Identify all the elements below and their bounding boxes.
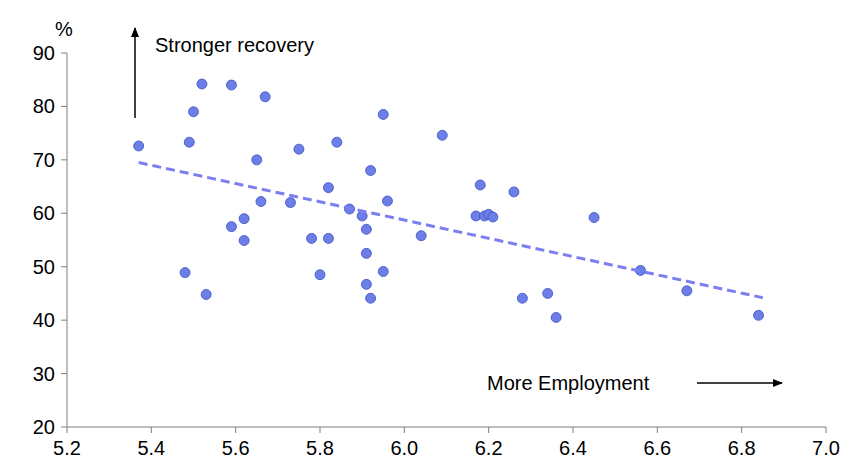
- y-tick: [61, 427, 67, 428]
- y-tick: [61, 213, 67, 214]
- point: [323, 183, 333, 193]
- y-tick: [61, 373, 67, 374]
- x-tick: [235, 427, 236, 433]
- x-tick: [404, 427, 405, 433]
- point: [361, 279, 371, 289]
- x-tick-label: 5.6: [222, 437, 250, 459]
- point: [307, 233, 317, 243]
- point: [366, 166, 376, 176]
- point: [285, 198, 295, 208]
- y-tick: [61, 159, 67, 160]
- y-axis: [67, 53, 68, 427]
- x-tick-label: 5.4: [137, 437, 165, 459]
- point: [488, 212, 498, 222]
- point: [239, 236, 249, 246]
- point: [252, 155, 262, 165]
- plot-marks: [134, 79, 764, 322]
- point: [361, 248, 371, 258]
- y-tick: [61, 106, 67, 107]
- x-tick: [320, 427, 321, 433]
- x-tick: [151, 427, 152, 433]
- point: [260, 92, 270, 102]
- point: [437, 130, 447, 140]
- point: [256, 197, 266, 207]
- x-tick-label: 7.0: [812, 437, 840, 459]
- x-tick: [741, 427, 742, 433]
- point: [754, 310, 764, 320]
- point: [378, 109, 388, 119]
- x-tick: [573, 427, 574, 433]
- annotation-arrow: [697, 382, 782, 384]
- chart: 5.2 5.4 5.6 5.8 6.0 6.2 6.4 6.6 6.8 7.0 20 30 40 50 60…: [0, 0, 861, 476]
- point: [134, 141, 144, 151]
- y-tick: [61, 266, 67, 267]
- point: [361, 224, 371, 234]
- point: [323, 233, 333, 243]
- point: [197, 79, 207, 89]
- point: [226, 80, 236, 90]
- point: [509, 187, 519, 197]
- point: [382, 196, 392, 206]
- x-tick-label: 6.6: [643, 437, 671, 459]
- x-tick-label: 6.0: [390, 437, 418, 459]
- point: [682, 286, 692, 296]
- point: [294, 144, 304, 154]
- y-tick: [61, 320, 67, 321]
- point: [180, 268, 190, 278]
- y-tick: [61, 53, 67, 54]
- x-tick-label: 5.8: [306, 437, 334, 459]
- point: [332, 137, 342, 147]
- point: [189, 107, 199, 117]
- y-tick-label: 70: [33, 149, 55, 171]
- y-tick-label: 30: [33, 363, 55, 385]
- point: [201, 289, 211, 299]
- y-tick-label: 60: [33, 202, 55, 224]
- trend-line: [139, 163, 763, 298]
- point: [239, 214, 249, 224]
- y-tick-label: 90: [33, 42, 55, 64]
- y-tick-label: 40: [33, 309, 55, 331]
- point: [378, 267, 388, 277]
- annotation: More Employment: [487, 372, 650, 394]
- point: [366, 293, 376, 303]
- point: [551, 312, 561, 322]
- point: [315, 270, 325, 280]
- x-tick-label: 6.2: [475, 437, 503, 459]
- y-tick-label: 80: [33, 95, 55, 117]
- x-tick: [488, 427, 489, 433]
- x-tick-label: 6.8: [728, 437, 756, 459]
- x-tick-label: 5.2: [53, 437, 81, 459]
- point: [517, 293, 527, 303]
- y-axis-label: %: [55, 18, 73, 40]
- x-tick: [826, 427, 827, 433]
- point: [475, 180, 485, 190]
- y-tick-label: 20: [33, 416, 55, 438]
- point: [543, 288, 553, 298]
- x-tick-label: 6.4: [559, 437, 587, 459]
- x-tick: [657, 427, 658, 433]
- annotation-arrow: [134, 28, 136, 118]
- annotation: Stronger recovery: [155, 34, 314, 56]
- point: [226, 222, 236, 232]
- point: [589, 213, 599, 223]
- point: [184, 137, 194, 147]
- y-tick-label: 50: [33, 256, 55, 278]
- x-axis: [67, 427, 826, 428]
- x-tick: [67, 427, 68, 433]
- point: [416, 231, 426, 241]
